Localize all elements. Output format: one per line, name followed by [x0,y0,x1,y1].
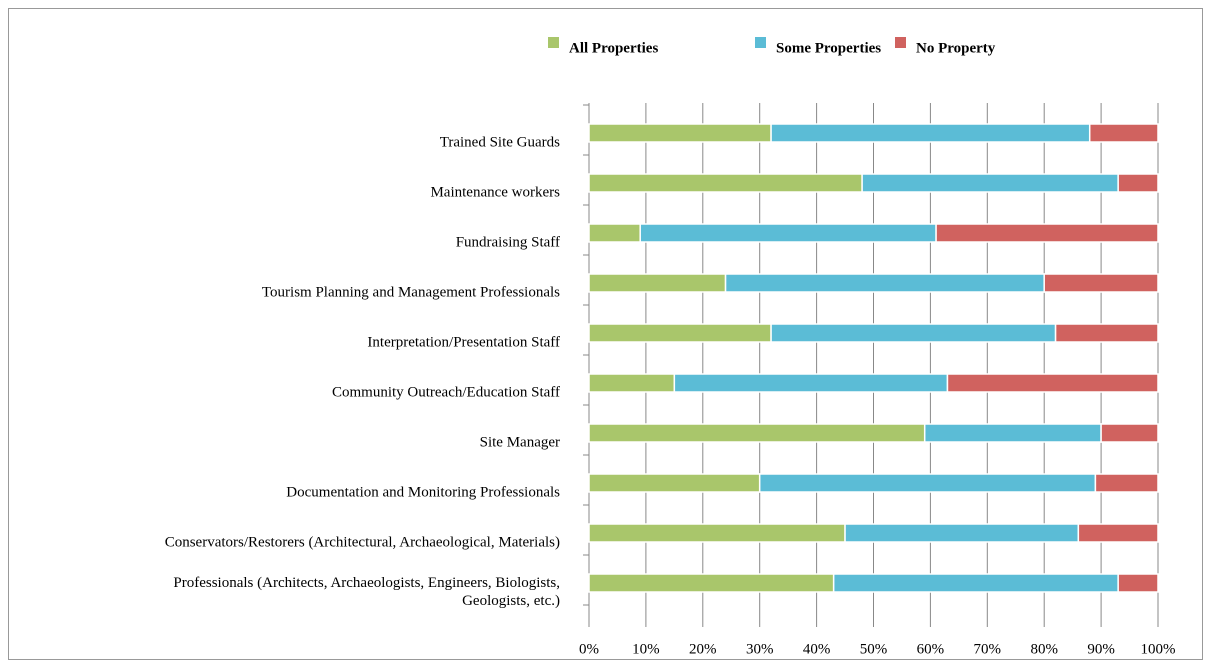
bar-segment [588,373,676,393]
bar-segment [1043,273,1159,293]
bar-segment [673,373,949,393]
y-tick-label: Professionals (Architects, Archaeologist… [173,575,560,609]
bar-segment [844,523,1080,543]
bar-segment [588,423,926,443]
bar-segment [861,173,1119,193]
legend-label: No Property [916,40,996,56]
bar-segment [588,573,835,593]
bar-segment [770,123,1091,143]
x-tick-label: 80% [1030,641,1058,657]
bar-segment [1094,473,1159,493]
x-tick-label: 10% [632,641,660,657]
bar-segment [923,423,1102,443]
x-tick-label: 50% [860,641,888,657]
legend-swatch [895,37,906,48]
bar-segment [588,523,846,543]
x-tick-label: 30% [746,641,774,657]
bar-segment [588,123,772,143]
bar-segment [724,273,1045,293]
bar-segment [1054,323,1159,343]
bar-segment [1117,173,1159,193]
y-tick-label: Interpretation/Presentation Staff [367,334,560,350]
bar-segment [1117,573,1159,593]
x-tick-label: 0% [579,641,599,657]
bar-segment [588,223,641,243]
legend-swatch [548,37,559,48]
bar-segment [588,273,727,293]
bar-segment [1100,423,1159,443]
y-tick-label: Fundraising Staff [456,234,560,250]
bar-segment [1077,523,1159,543]
legend-swatch [755,37,766,48]
x-tick-label: 20% [689,641,717,657]
x-tick-label: 60% [917,641,945,657]
y-tick-label: Community Outreach/Education Staff [332,384,560,400]
bar-segment [588,173,863,193]
bar-segment [1088,123,1159,143]
y-tick-label: Conservators/Restorers (Architectural, A… [165,534,560,550]
bar-segment [832,573,1119,593]
bar-segment [588,323,772,343]
bar-segment [935,223,1159,243]
y-tick-label: Tourism Planning and Management Professi… [262,284,560,300]
bar-segment [588,473,761,493]
bar-segment [770,323,1057,343]
bar-segment [946,373,1159,393]
legend-label: All Properties [569,40,658,56]
y-tick-label: Trained Site Guards [440,134,560,150]
x-tick-label: 70% [974,641,1002,657]
bar-segment [639,223,937,243]
legend-label: Some Properties [776,40,881,56]
x-tick-label: 40% [803,641,831,657]
x-tick-label: 100% [1141,641,1176,657]
y-tick-label: Documentation and Monitoring Professiona… [286,484,560,500]
y-tick-label: Maintenance workers [430,184,560,200]
bar-segment [758,473,1097,493]
y-tick-label: Site Manager [480,434,560,450]
x-tick-label: 90% [1087,641,1115,657]
